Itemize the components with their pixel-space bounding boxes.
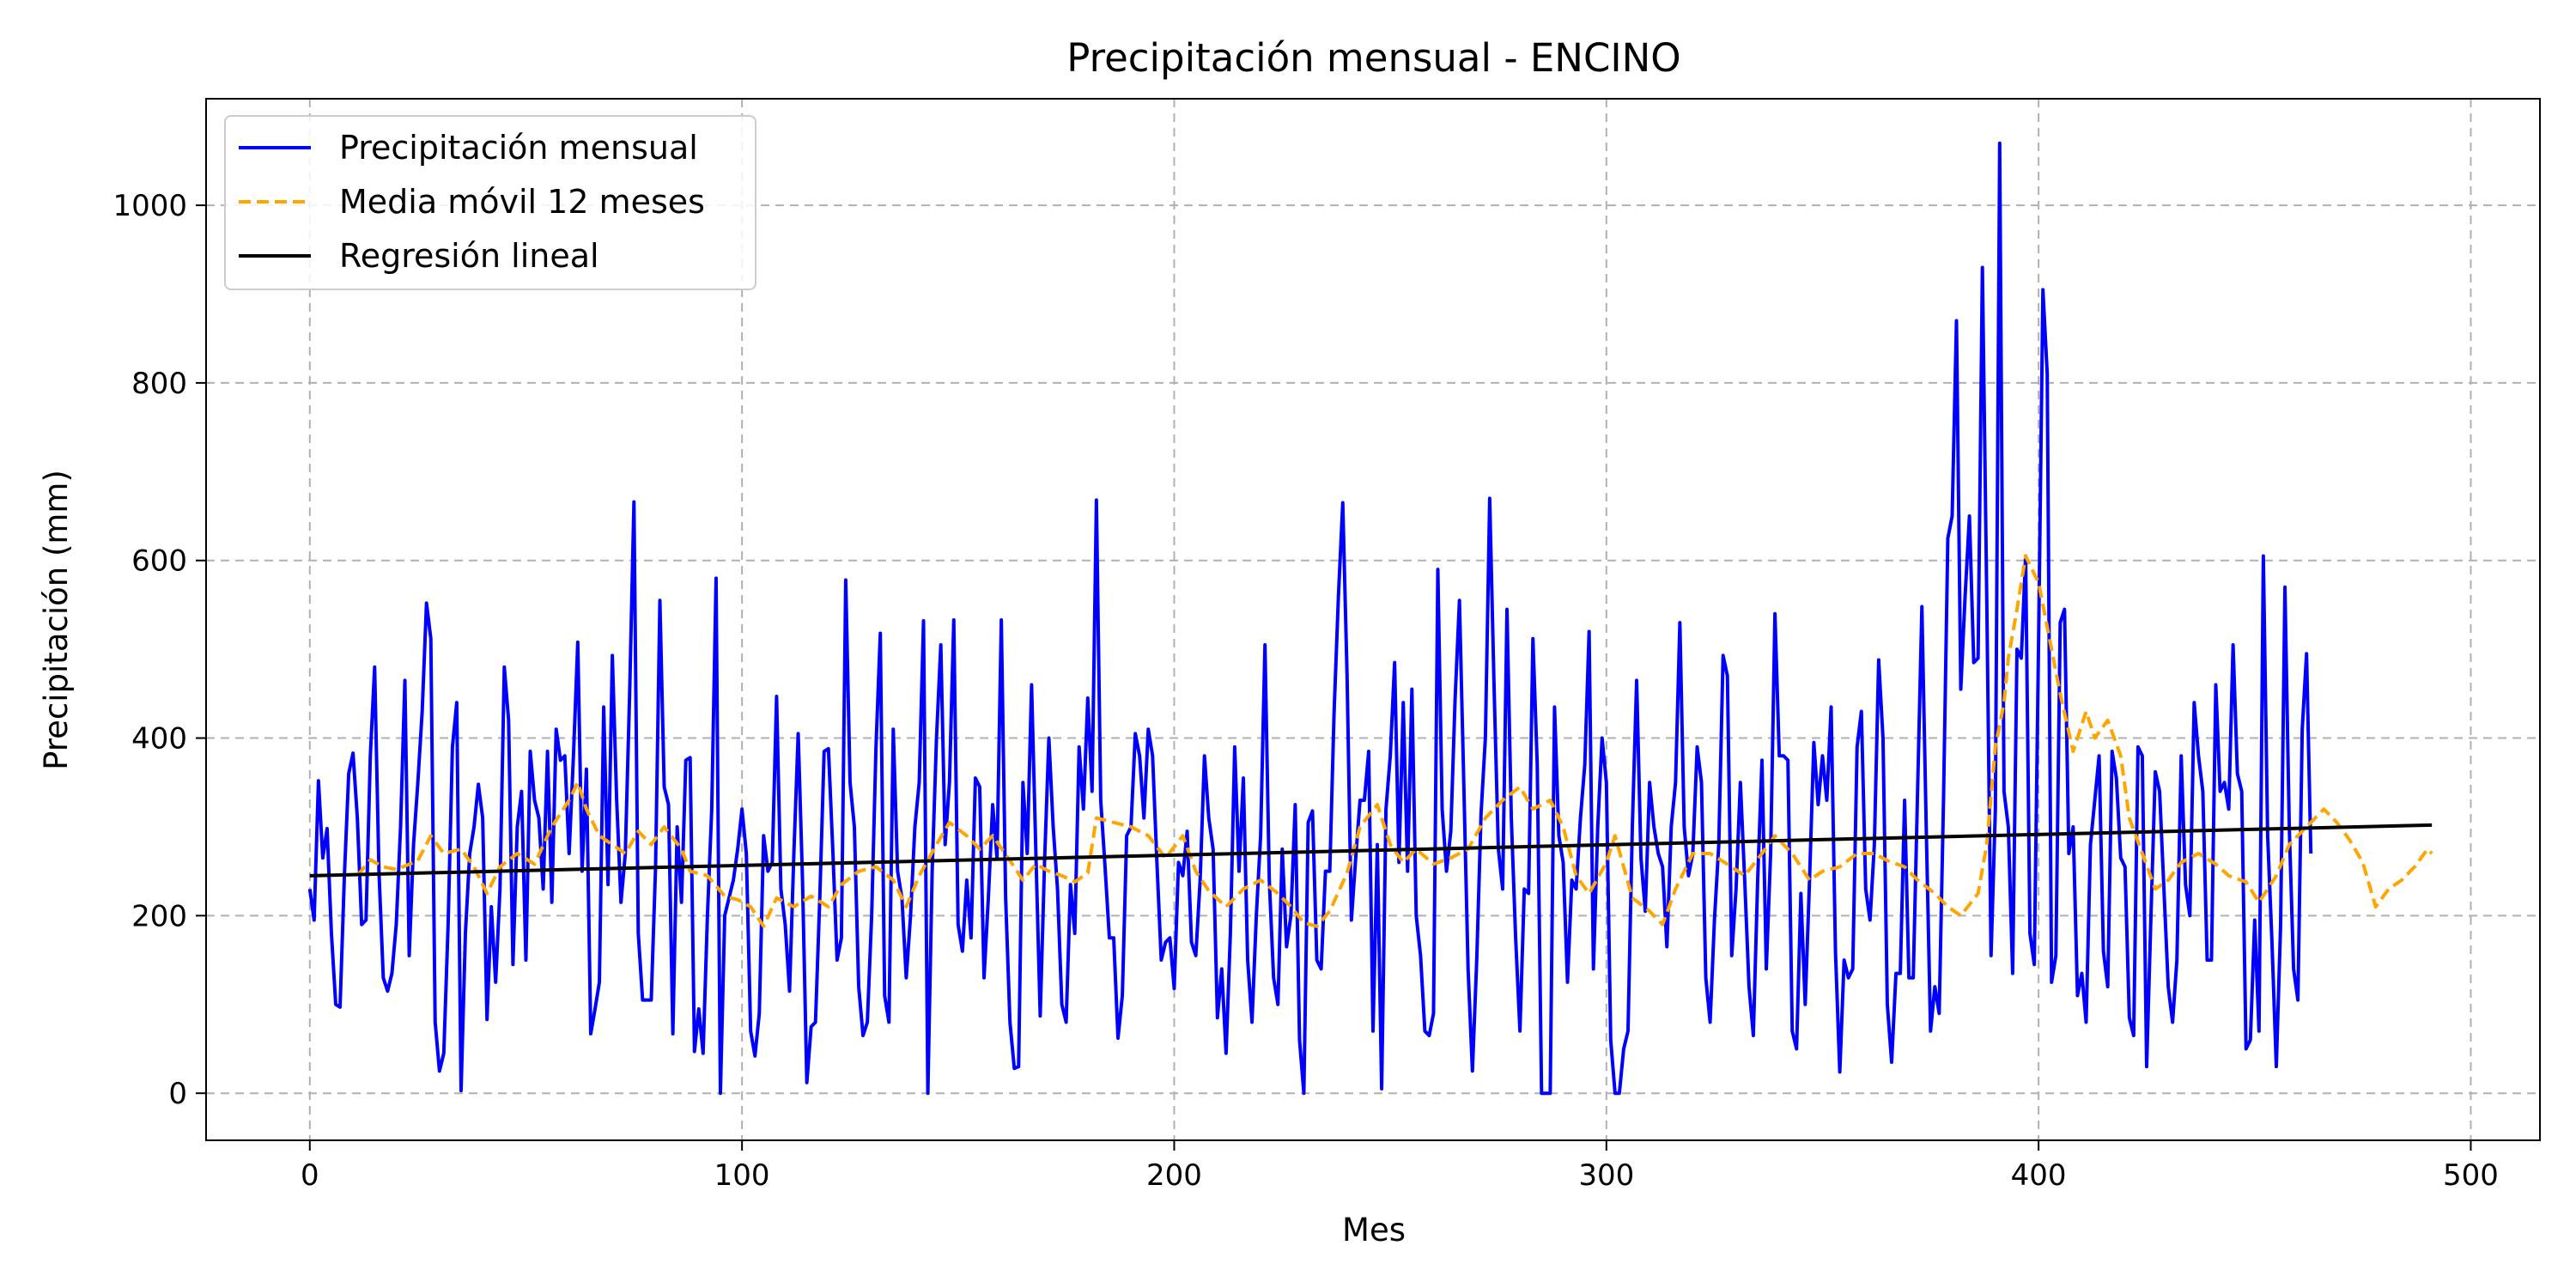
x-tick-label: 500 xyxy=(2443,1158,2499,1193)
series-line-moving-average xyxy=(355,554,2433,928)
legend-label: Regresión lineal xyxy=(339,237,599,275)
x-tick-label: 400 xyxy=(2011,1158,2067,1193)
y-axis-label: Precipitación (mm) xyxy=(38,470,75,770)
x-tick-label: 100 xyxy=(714,1158,770,1193)
plot-area xyxy=(307,141,2433,1096)
legend: Precipitación mensual Media móvil 12 mese… xyxy=(224,115,756,290)
y-tick-label: 400 xyxy=(131,722,187,756)
x-tick-label: 0 xyxy=(301,1158,319,1193)
legend-label: Precipitación mensual xyxy=(339,129,698,167)
legend-box xyxy=(224,115,756,290)
legend-label: Media móvil 12 meses xyxy=(339,183,705,221)
y-tick-label: 800 xyxy=(131,367,187,401)
y-tick-label: 600 xyxy=(131,544,187,579)
x-tick-label: 200 xyxy=(1146,1158,1202,1193)
series-line-monthly-precipitation xyxy=(307,141,2313,1096)
axes-frame xyxy=(205,98,2541,1141)
ticks: 0 100 200 300 400 500 0 200 400 600 800 1000 xyxy=(112,189,2498,1193)
y-tick-label: 200 xyxy=(131,899,187,933)
x-tick-label: 300 xyxy=(1578,1158,1634,1193)
chart-title: Precipitación mensual - ENCINO xyxy=(1066,35,1680,81)
y-tick-label: 0 xyxy=(168,1077,187,1111)
x-axis-label: Mes xyxy=(1342,1212,1406,1249)
series-line-regression xyxy=(309,823,2433,878)
y-tick-label: 1000 xyxy=(112,189,187,223)
